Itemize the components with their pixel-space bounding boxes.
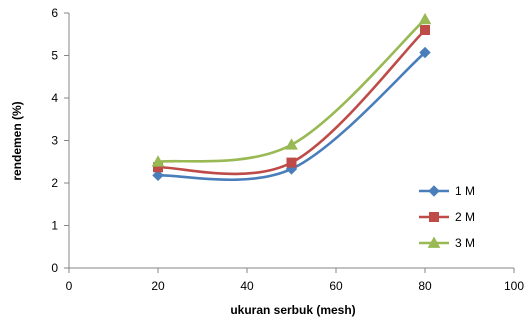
x-tick-label: 80 — [418, 279, 432, 293]
legend-label: 2 M — [455, 210, 475, 224]
legend-item-3: 3 M — [419, 236, 475, 250]
legend-item-2: 2 M — [419, 210, 475, 224]
y-tick-label: 3 — [51, 134, 58, 148]
data-point — [420, 25, 430, 35]
x-axis-title: ukuran serbuk (mesh) — [230, 303, 355, 317]
legend-item-1: 1 M — [419, 184, 475, 198]
y-tick-label: 1 — [51, 219, 58, 233]
legend-marker — [429, 212, 439, 222]
y-tick-label: 6 — [51, 6, 58, 20]
y-axis-title: rendemen (%) — [10, 101, 24, 180]
series-line — [157, 29, 426, 176]
data-point — [419, 46, 431, 59]
series-3 — [151, 12, 432, 167]
data-point — [286, 157, 297, 168]
y-tick-label: 0 — [51, 261, 58, 275]
x-tick-label: 0 — [66, 279, 73, 293]
legend-label: 3 M — [455, 236, 475, 250]
series-2 — [153, 25, 430, 176]
legend-label: 1 M — [455, 184, 475, 198]
x-tick-label: 100 — [504, 279, 524, 293]
x-tick-label: 20 — [151, 279, 165, 293]
x-tick-label: 60 — [329, 279, 343, 293]
y-tick-label: 2 — [51, 176, 58, 190]
data-point — [285, 138, 298, 150]
data-point — [151, 155, 165, 167]
legend-marker — [428, 185, 440, 197]
x-tick-label: 40 — [240, 279, 254, 293]
legend: 1 M 2 M 3 M — [419, 184, 475, 250]
series-lines — [151, 12, 432, 182]
y-tick-label: 4 — [51, 91, 58, 105]
legend-marker — [427, 236, 441, 248]
data-point — [418, 12, 432, 25]
y-tick-label: 5 — [51, 49, 58, 63]
data-point — [152, 169, 164, 182]
